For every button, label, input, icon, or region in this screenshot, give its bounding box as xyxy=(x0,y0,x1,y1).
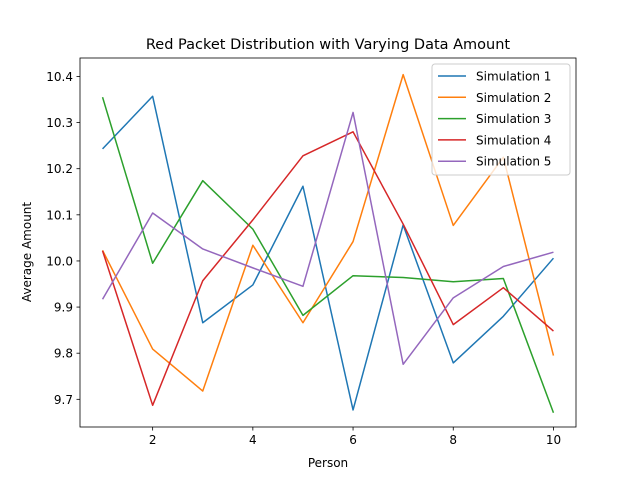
y-tick-label: 9.9 xyxy=(54,301,73,315)
y-tick-label: 9.8 xyxy=(54,347,73,361)
chart-title: Red Packet Distribution with Varying Dat… xyxy=(146,37,511,53)
y-tick-label: 10.0 xyxy=(46,254,73,268)
legend: Simulation 1 Simulation 2 Simulation 3 Simu… xyxy=(431,63,571,176)
y-tick-label: 10.3 xyxy=(46,116,73,130)
legend-label-5: Simulation 5 xyxy=(476,155,551,169)
x-tick-label: 2 xyxy=(149,433,157,447)
series-line-4 xyxy=(101,131,554,407)
y-tick-label: 9.7 xyxy=(54,393,73,407)
y-tick-label: 10.2 xyxy=(46,162,73,176)
x-tick-label: 6 xyxy=(349,433,357,447)
series-line-3 xyxy=(101,96,555,413)
legend-label-2: Simulation 2 xyxy=(476,91,551,105)
series-line-2 xyxy=(101,73,555,392)
y-tick-label: 10.1 xyxy=(46,208,73,222)
legend-box xyxy=(431,63,571,176)
x-axis-label: Person xyxy=(308,456,348,470)
x-tick-label: 8 xyxy=(449,433,457,447)
axes-layer: 2 4 6 8 10 9.7 9.8 9.9 10.0 10.1 10.2 10.3 10.4 xyxy=(46,57,577,447)
legend-label-3: Simulation 3 xyxy=(476,112,551,126)
y-axis-label: Average Amount xyxy=(20,202,34,303)
x-tick-label: 10 xyxy=(546,433,561,447)
y-tick-label: 10.4 xyxy=(46,70,73,84)
legend-label-1: Simulation 1 xyxy=(476,70,551,84)
x-tick-label: 4 xyxy=(249,433,257,447)
legend-label-4: Simulation 4 xyxy=(476,133,551,147)
series-layer xyxy=(101,73,555,413)
axes-frame xyxy=(79,57,577,428)
series-line-5 xyxy=(101,111,554,366)
series-line-1 xyxy=(102,95,555,411)
